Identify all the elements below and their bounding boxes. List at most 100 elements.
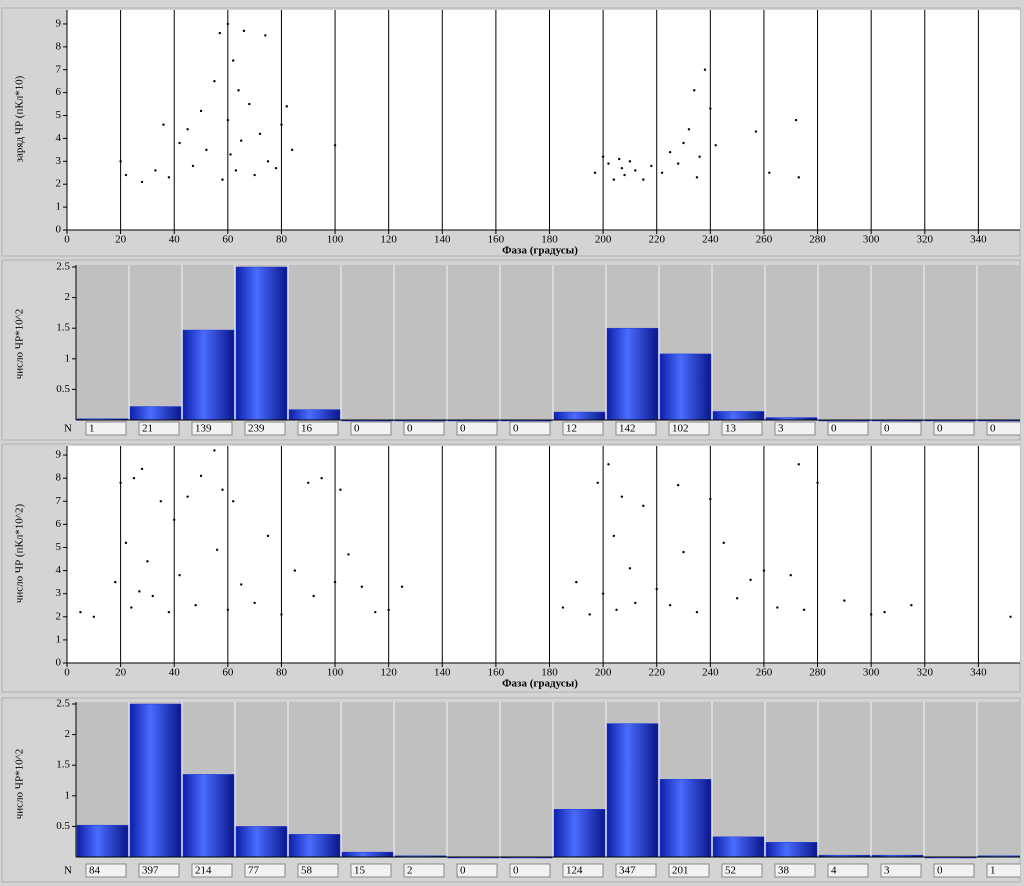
point [290, 148, 294, 152]
point [668, 150, 672, 154]
count-value: 52 [725, 865, 736, 877]
point [234, 169, 238, 172]
count-value: 0 [831, 423, 837, 435]
bar [553, 809, 606, 858]
x-tick-label: 20 [115, 234, 127, 246]
point [623, 173, 626, 177]
x-tick-label: 200 [595, 234, 612, 246]
y-axis-title: число ЧР*10^2 [14, 749, 26, 819]
count-value: 142 [619, 423, 636, 435]
point [266, 534, 270, 538]
x-tick-label: 120 [380, 234, 397, 246]
point [312, 594, 315, 598]
y-tick-label: 5 [56, 109, 62, 121]
count-value: 16 [301, 423, 313, 435]
point [797, 176, 800, 179]
point [191, 164, 195, 168]
y-tick-label: 3 [56, 155, 62, 167]
count-box [668, 421, 710, 436]
y-tick-label: 2 [65, 728, 71, 740]
bar [659, 779, 712, 858]
count-box [85, 421, 127, 436]
x-tick-label: 240 [702, 667, 719, 679]
point [628, 567, 632, 570]
point [114, 580, 117, 584]
x-tick-label: 260 [756, 234, 773, 246]
point [280, 123, 283, 126]
count-box [562, 421, 604, 436]
y-tick-label: 8 [56, 40, 62, 52]
count-box [615, 421, 657, 436]
count-box [138, 421, 180, 436]
point [374, 610, 377, 614]
y-tick-label: 8 [56, 472, 62, 484]
point [802, 608, 806, 612]
bar [553, 411, 606, 421]
count-box [562, 863, 604, 878]
count-box [986, 863, 1020, 878]
count-box [456, 421, 498, 436]
n-label: N [64, 865, 72, 877]
point [561, 606, 565, 609]
y-tick-label: 3 [56, 587, 62, 599]
point [794, 118, 798, 122]
point [205, 148, 208, 152]
count-box [774, 863, 816, 878]
bar [288, 409, 341, 421]
count-box [403, 863, 445, 878]
count-box [880, 421, 922, 436]
point [634, 169, 637, 172]
point [280, 613, 283, 616]
count-value: 0 [513, 865, 519, 877]
point [229, 153, 232, 156]
x-tick-label: 0 [64, 667, 70, 679]
point [754, 130, 758, 133]
count-value: 2 [407, 865, 413, 877]
bar [182, 774, 235, 858]
x-tick-label: 100 [327, 234, 344, 246]
point [709, 497, 712, 501]
point [258, 132, 262, 136]
point [119, 481, 122, 484]
point [178, 141, 181, 145]
point [213, 449, 216, 452]
count-value: 0 [354, 423, 360, 435]
x-tick-label: 300 [863, 667, 880, 679]
point [266, 160, 270, 163]
point [617, 157, 621, 161]
count-value: 38 [778, 865, 790, 877]
bar [659, 353, 712, 421]
point [620, 495, 624, 498]
point [1009, 615, 1012, 618]
point [660, 171, 664, 174]
point [226, 608, 230, 612]
point [146, 560, 149, 563]
point [797, 463, 800, 466]
point [668, 604, 672, 607]
point [789, 574, 792, 577]
y-tick-label: 1 [56, 633, 62, 645]
x-tick-label: 140 [434, 667, 451, 679]
x-tick-label: 320 [917, 234, 934, 246]
point [320, 476, 323, 480]
count-box [721, 863, 763, 878]
y-tick-label: 7 [56, 63, 62, 75]
y-tick-label: 1 [65, 789, 71, 801]
x-tick-label: 60 [222, 667, 234, 679]
count-box [403, 421, 445, 436]
count-box [350, 421, 392, 436]
point [154, 169, 157, 172]
point [119, 160, 122, 163]
point [178, 574, 181, 577]
bar [712, 411, 765, 421]
count-value: 0 [990, 423, 996, 435]
point [687, 128, 691, 131]
x-tick-label: 220 [648, 667, 665, 679]
count-value: 0 [407, 423, 413, 435]
y-tick-label: 1.5 [56, 322, 70, 334]
y-axis-title: число ЧР*10^2 [14, 309, 26, 379]
point [199, 474, 203, 478]
count-box [191, 421, 233, 436]
count-value: 58 [301, 865, 313, 877]
point [213, 79, 216, 83]
